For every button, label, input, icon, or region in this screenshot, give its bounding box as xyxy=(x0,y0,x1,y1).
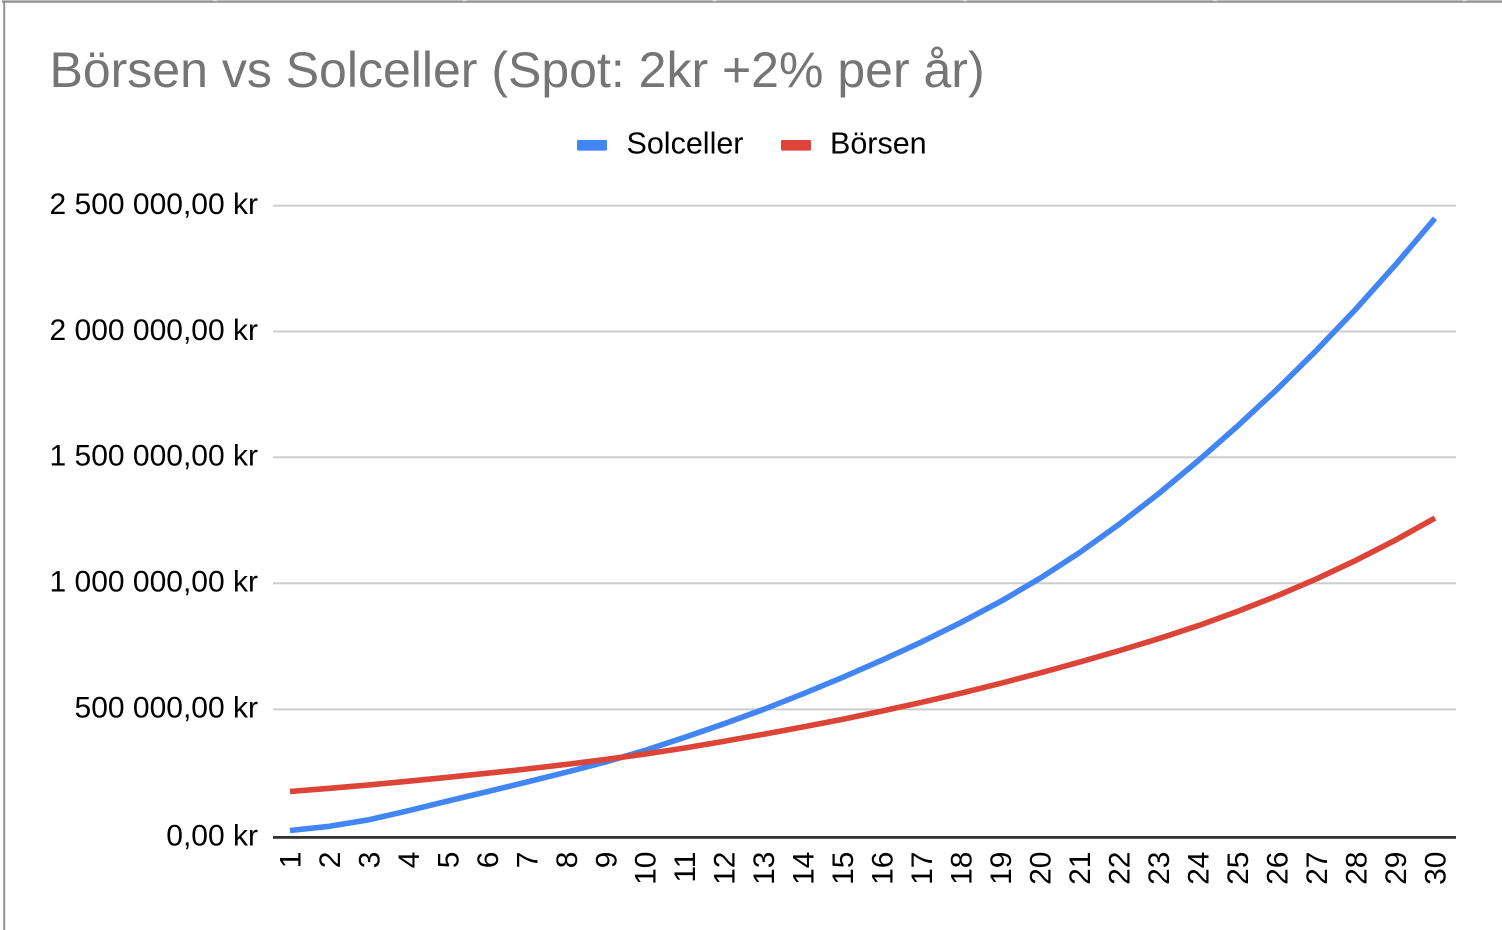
svg-text:1 500 000,00 kr: 1 500 000,00 kr xyxy=(50,440,259,473)
svg-text:1: 1 xyxy=(274,852,307,869)
svg-text:Solceller: Solceller xyxy=(627,127,744,161)
svg-text:20: 20 xyxy=(1025,852,1058,885)
svg-text:10: 10 xyxy=(630,852,663,885)
svg-text:2 500 000,00 kr: 2 500 000,00 kr xyxy=(50,188,259,221)
svg-text:24: 24 xyxy=(1183,852,1216,885)
svg-text:2: 2 xyxy=(314,852,347,869)
svg-text:29: 29 xyxy=(1380,852,1413,885)
svg-text:1 000 000,00 kr: 1 000 000,00 kr xyxy=(50,566,259,599)
svg-text:14: 14 xyxy=(788,852,821,885)
svg-text:500 000,00 kr: 500 000,00 kr xyxy=(75,692,258,725)
svg-text:Börsen: Börsen xyxy=(830,127,927,161)
svg-text:12: 12 xyxy=(709,852,742,885)
svg-text:18: 18 xyxy=(946,852,979,885)
svg-text:15: 15 xyxy=(827,852,860,885)
svg-text:0,00 kr: 0,00 kr xyxy=(166,820,258,853)
svg-text:7: 7 xyxy=(511,852,544,869)
svg-text:17: 17 xyxy=(906,852,939,885)
svg-text:3: 3 xyxy=(353,852,386,869)
svg-text:9: 9 xyxy=(590,852,623,869)
svg-text:Börsen vs Solceller (Spot: 2kr: Börsen vs Solceller (Spot: 2kr +2% per å… xyxy=(50,42,985,98)
svg-text:6: 6 xyxy=(472,852,505,869)
svg-text:8: 8 xyxy=(551,852,584,869)
svg-text:26: 26 xyxy=(1262,852,1295,885)
svg-text:27: 27 xyxy=(1301,852,1334,885)
svg-text:11: 11 xyxy=(669,852,702,883)
svg-text:4: 4 xyxy=(393,852,426,869)
svg-text:21: 21 xyxy=(1064,852,1097,885)
svg-text:5: 5 xyxy=(432,852,465,869)
svg-text:25: 25 xyxy=(1222,852,1255,885)
svg-text:16: 16 xyxy=(867,852,900,885)
svg-text:22: 22 xyxy=(1104,852,1137,885)
svg-text:23: 23 xyxy=(1143,852,1176,885)
svg-text:30: 30 xyxy=(1419,852,1452,885)
svg-text:2 000 000,00 kr: 2 000 000,00 kr xyxy=(50,314,259,347)
svg-text:13: 13 xyxy=(748,852,781,885)
svg-text:19: 19 xyxy=(985,852,1018,885)
svg-text:28: 28 xyxy=(1340,852,1373,885)
